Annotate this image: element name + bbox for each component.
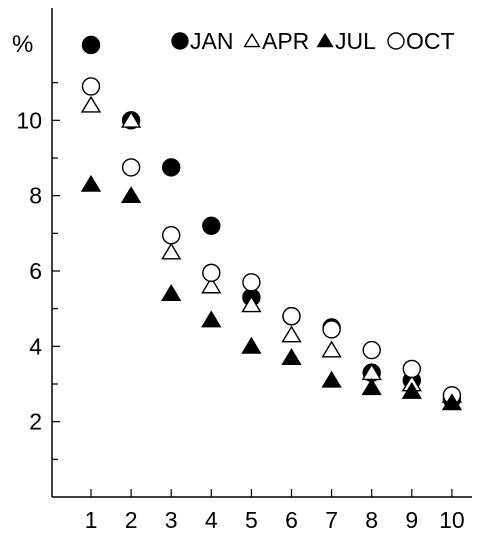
point-jan [161, 158, 181, 177]
legend-marker-oct [387, 32, 405, 50]
x-tick-label: 7 [325, 507, 338, 533]
y-axis-ticks: 2 4 6 8 10 [16, 82, 60, 460]
point-jul [321, 370, 342, 388]
legend-marker-jan [171, 32, 189, 50]
x-tick-label: 9 [405, 507, 418, 533]
point-oct [362, 340, 381, 360]
y-tick-label: 2 [29, 409, 42, 435]
point-jul [361, 378, 382, 396]
y-axis-label: % [12, 31, 33, 58]
axes [51, 8, 472, 498]
series-jul [80, 174, 463, 411]
series-oct [81, 77, 462, 405]
legend-item-apr: APR [243, 28, 309, 54]
point-oct [282, 307, 301, 326]
legend-marker-jul [316, 32, 334, 48]
point-jul [201, 310, 222, 328]
x-tick-label: 1 [85, 507, 98, 533]
point-jul [401, 381, 422, 399]
point-oct [242, 273, 261, 292]
x-tick-label: 2 [125, 507, 138, 533]
point-oct [81, 77, 101, 96]
point-apr [201, 276, 222, 294]
legend-label-oct: OCT [406, 28, 455, 54]
point-oct [402, 359, 421, 379]
series-apr [80, 95, 463, 403]
y-tick-label: 6 [29, 258, 42, 284]
series-jan [81, 35, 462, 409]
point-jul [241, 336, 262, 354]
legend-marker-apr [243, 32, 261, 48]
point-apr [281, 325, 302, 343]
y-tick-label: 4 [29, 333, 42, 359]
point-apr [241, 295, 262, 313]
point-jul [120, 186, 142, 204]
point-apr [120, 110, 142, 128]
legend-item-jul: JUL [316, 28, 376, 54]
point-oct [322, 320, 341, 339]
x-tick-label: 5 [245, 507, 258, 533]
point-apr [161, 242, 182, 260]
point-jul [161, 284, 182, 301]
point-jan [81, 35, 101, 55]
legend-item-jan: JAN [171, 28, 233, 54]
point-oct [202, 263, 221, 283]
y-tick-label: 10 [16, 107, 42, 133]
legend-label-jul: JUL [335, 28, 376, 54]
x-tick-label: 6 [285, 507, 298, 533]
legend: JAN APR JUL OCT [171, 28, 455, 54]
point-jul [441, 393, 463, 411]
point-oct [121, 158, 141, 177]
x-tick-label: 10 [439, 507, 465, 533]
x-tick-label: 8 [365, 507, 378, 533]
legend-label-apr: APR [262, 28, 309, 54]
x-tick-label: 4 [205, 507, 218, 533]
point-jan [202, 216, 221, 236]
point-apr [80, 95, 102, 113]
x-tick-label: 3 [165, 507, 178, 533]
legend-label-jan: JAN [190, 28, 233, 54]
point-jul [80, 174, 102, 192]
point-oct [161, 226, 181, 245]
x-axis-ticks: 1 2 3 4 5 6 7 8 9 10 [85, 489, 465, 533]
y-tick-label: 8 [29, 183, 42, 209]
point-apr [321, 340, 342, 358]
legend-item-oct: OCT [387, 28, 455, 54]
data-points [80, 35, 463, 411]
point-jul [281, 348, 302, 366]
